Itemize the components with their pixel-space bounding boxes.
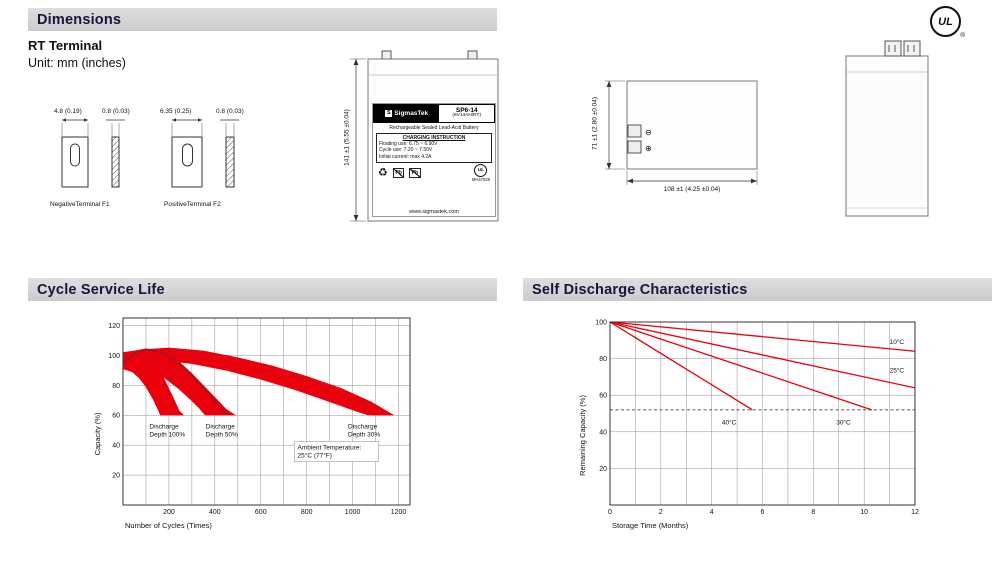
ul-logo-text: UL — [938, 15, 953, 28]
svg-text:10: 10 — [860, 509, 868, 516]
brand-name: SigmasTek — [394, 110, 429, 117]
ul-small-mark: UL MH47929 — [472, 164, 490, 182]
svg-text:80: 80 — [599, 356, 607, 363]
svg-text:10°C: 10°C — [890, 338, 905, 346]
positive-terminal-figure — [171, 118, 239, 188]
svg-text:4: 4 — [710, 509, 714, 516]
unit-label: Unit: mm (inches) — [28, 56, 126, 70]
positive-terminal-drawing: 6.35 (0.25) 0.8 (0.03) PositiveTerminal … — [158, 103, 283, 215]
svg-text:60: 60 — [112, 413, 120, 420]
svg-text:800: 800 — [301, 509, 313, 516]
battery-side-view: ⊖ ⊕ 71 ±1 (2.80 ±0.04) 108 ±1 (4.25 ±0.0… — [585, 63, 785, 203]
svg-text:1000: 1000 — [345, 509, 361, 516]
negative-terminal-thickness-dim: 0.8 (0.03) — [102, 108, 130, 115]
positive-terminal-label: PositiveTerminal F2 — [164, 201, 221, 208]
pb-icon: Pb — [392, 168, 405, 179]
website-line: www.sigmastek.com — [409, 209, 459, 215]
svg-text:12: 12 — [911, 509, 919, 516]
svg-text:8: 8 — [811, 509, 815, 516]
battery-narrow-side-view — [838, 36, 943, 236]
svg-text:Discharge: Discharge — [206, 424, 236, 431]
svg-text:Depth 100%: Depth 100% — [149, 432, 185, 439]
battery-label: S SigmasTek SP6-14 (6V14AH/RT) Rechargea… — [372, 103, 496, 217]
section-title-dimensions: Dimensions — [37, 11, 122, 28]
registered-mark: ® — [960, 32, 965, 39]
negative-terminal-figure — [61, 118, 125, 188]
model-block: SP6-14 (6V14AH/RT) — [439, 105, 494, 122]
plus-terminal-icon: ⊕ — [645, 144, 652, 153]
rt-terminal-heading: RT Terminal — [28, 38, 103, 53]
charging-instruction-box: CHARGING INSTRUCTION Floating use: 6.75 … — [376, 132, 492, 163]
section-header-cycle-service-life: Cycle Service Life — [28, 278, 497, 301]
svg-text:1200: 1200 — [391, 509, 407, 516]
positive-terminal-width-dim: 6.35 (0.25) — [160, 108, 192, 115]
pb-icon: Pb — [409, 168, 421, 179]
svg-text:20: 20 — [112, 473, 120, 480]
ul-certification-logo: UL ® — [930, 6, 966, 39]
svg-text:Ambient Temperature:: Ambient Temperature: — [297, 445, 361, 452]
svg-text:40: 40 — [599, 429, 607, 436]
brand-logo: S SigmasTek — [374, 105, 440, 122]
svg-text:20: 20 — [599, 466, 607, 473]
svg-text:Depth 30%: Depth 30% — [348, 432, 380, 439]
side-height-dim: 71 ±1 (2.80 ±0.04) — [591, 96, 599, 151]
section-header-dimensions: Dimensions — [28, 8, 497, 31]
charging-title: CHARGING INSTRUCTION — [402, 134, 466, 141]
svg-text:60: 60 — [599, 393, 607, 400]
svg-text:Discharge: Discharge — [348, 424, 378, 431]
self-discharge-plot: 10°C 25°C 30°C 40°C 0 2 4 6 8 10 12 20 40 60 80 100 Stor… — [578, 320, 919, 531]
negative-terminal-drawing: 4.8 (0.19) 0.8 (0.03) NegativeTerminal F… — [48, 103, 173, 215]
minus-terminal-icon: ⊖ — [645, 128, 652, 137]
svg-text:0: 0 — [608, 509, 612, 516]
battery-label-header: S SigmasTek SP6-14 (6V14AH/RT) — [373, 104, 495, 123]
battery-front-view: 141 ±1 (5.55 ±0.04) S SigmasTek SP6-14 (… — [330, 45, 515, 235]
recycle-icon: ♻ — [378, 166, 388, 179]
svg-text:100: 100 — [108, 353, 120, 360]
svg-text:Number of Cycles (Times): Number of Cycles (Times) — [125, 521, 212, 530]
battery-narrow-figure — [845, 40, 929, 217]
svg-text:25°C (77°F): 25°C (77°F) — [297, 452, 331, 460]
negative-terminal-width-dim: 4.8 (0.19) — [54, 108, 82, 115]
svg-text:2: 2 — [659, 509, 663, 516]
side-width-dim: 108 ±1 (4.25 ±0.04) — [663, 186, 721, 193]
battery-type-line: Rechargeable Sealed Lead-Acid Battery — [389, 124, 479, 131]
svg-text:25°C: 25°C — [890, 366, 905, 374]
svg-text:30°C: 30°C — [836, 418, 851, 426]
svg-text:40: 40 — [112, 443, 120, 450]
svg-text:Depth 50%: Depth 50% — [206, 432, 238, 439]
svg-text:100: 100 — [595, 320, 607, 327]
svg-text:120: 120 — [108, 323, 120, 330]
svg-text:6: 6 — [761, 509, 765, 516]
svg-text:40°C: 40°C — [722, 418, 737, 426]
svg-text:Discharge: Discharge — [149, 424, 179, 431]
section-header-self-discharge: Self Discharge Characteristics — [523, 278, 992, 301]
section-title-cycle-service-life: Cycle Service Life — [37, 281, 165, 298]
svg-text:200: 200 — [163, 509, 175, 516]
ul-logo-circle: UL — [930, 6, 961, 37]
positive-terminal-thickness-dim: 0.8 (0.03) — [216, 108, 244, 115]
battery-label-icons: ♻ Pb Pb UL MH47929 — [378, 164, 490, 182]
svg-text:Storage Time (Months): Storage Time (Months) — [612, 521, 689, 530]
cycle-service-life-chart: Discharge Depth 100% Discharge Depth 50% Dis… — [90, 305, 430, 540]
battery-side-figure: ⊖ ⊕ — [605, 80, 758, 185]
charging-line-floating: Floating use: 6.75 ~ 6.90V — [379, 140, 438, 147]
ul-file-number: MH47929 — [471, 177, 490, 183]
svg-text:Capacity (%): Capacity (%) — [93, 412, 102, 455]
section-title-self-discharge: Self Discharge Characteristics — [532, 281, 748, 298]
model-number: SP6-14 — [455, 106, 478, 114]
negative-terminal-label: NegativeTerminal F1 — [50, 201, 110, 208]
charging-line-initial: Initial current: max 4.2A — [379, 154, 432, 160]
ul-small-circle: UL — [474, 164, 488, 178]
charging-line-cycle: Cycle use: 7.20 ~ 7.50V — [379, 147, 433, 154]
self-discharge-chart: 10°C 25°C 30°C 40°C 0 2 4 6 8 10 12 20 40 60 80 100 Stor… — [575, 305, 930, 540]
model-spec: (6V14AH/RT) — [452, 113, 482, 119]
svg-text:80: 80 — [112, 383, 120, 390]
sigmastek-s-icon: S — [385, 110, 393, 117]
svg-text:Remaining Capacity (%): Remaining Capacity (%) — [578, 395, 587, 476]
battery-height-dim: 141 ±1 (5.55 ±0.04) — [343, 109, 351, 166]
svg-text:600: 600 — [255, 509, 267, 516]
svg-text:400: 400 — [209, 509, 221, 516]
